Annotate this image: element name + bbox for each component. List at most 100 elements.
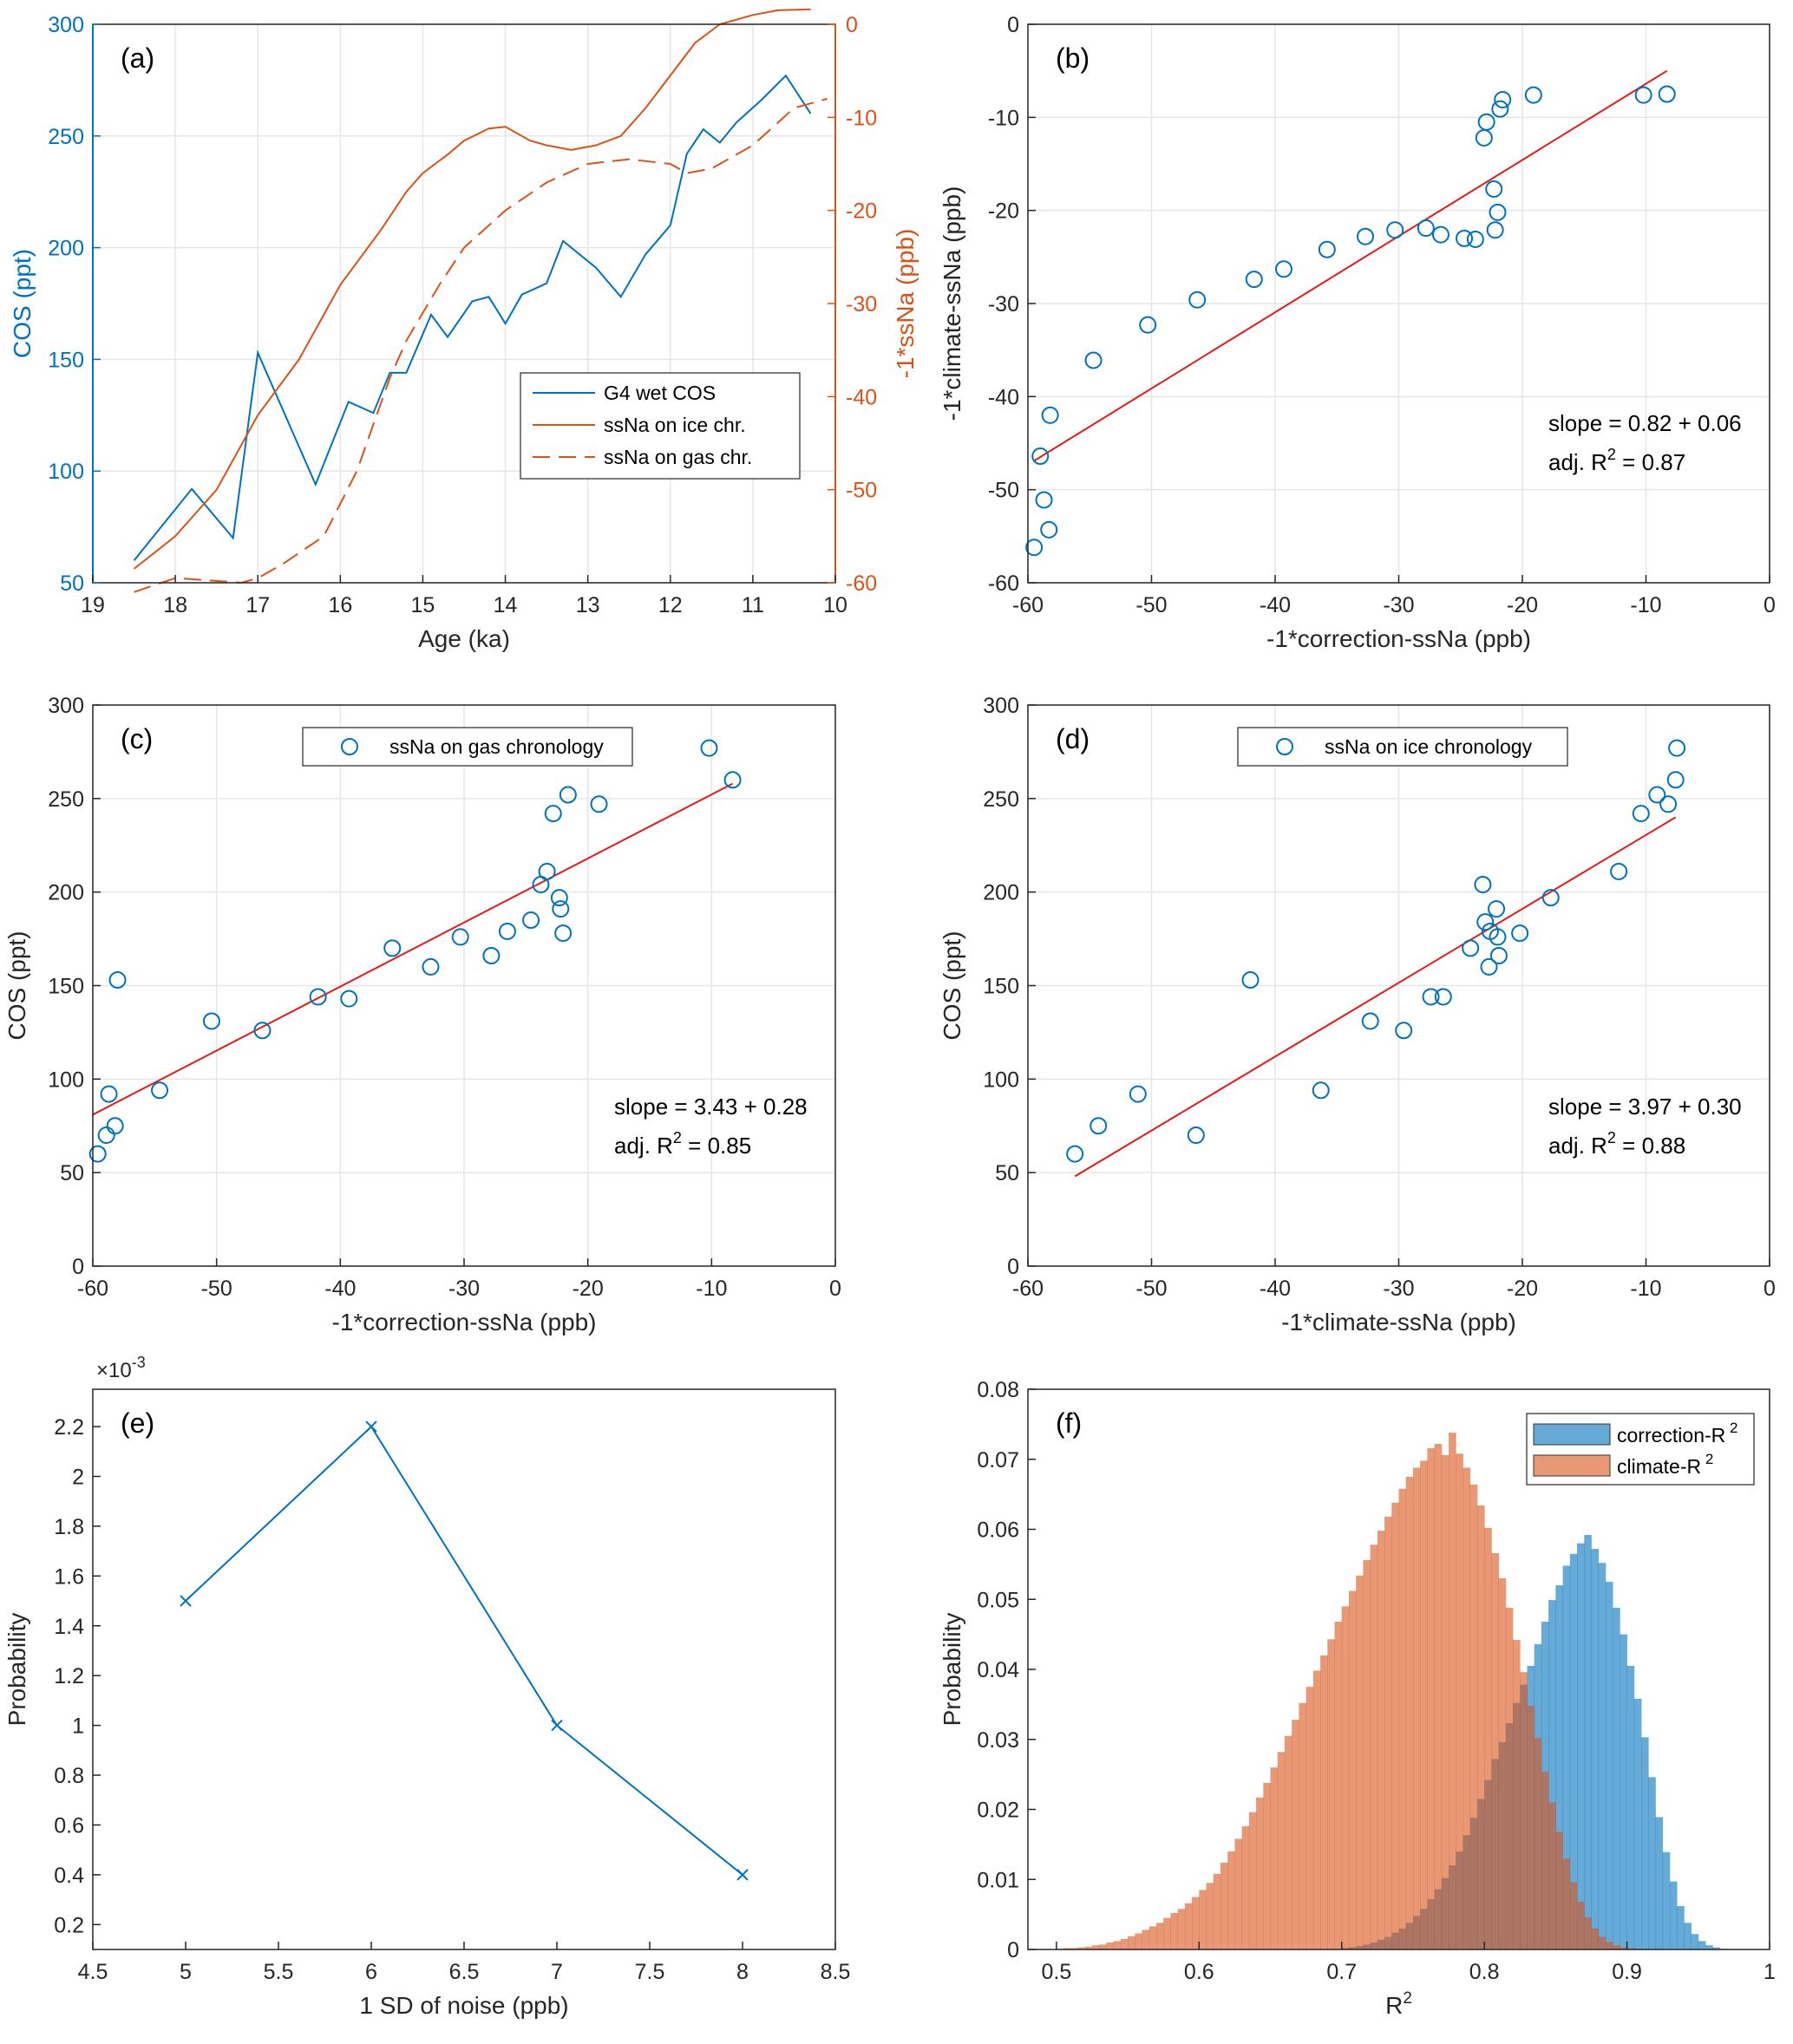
legend-label: ssNa on gas chr. [604,446,752,468]
histogram-bar [1641,1737,1649,1949]
r2-annotation: adj. R2 = 0.88 [1548,1129,1685,1159]
histogram-bar [1405,1476,1414,1949]
data-point [1489,203,1507,221]
r2-annotation-superscript: 2 [673,1129,682,1146]
x-tick-label: 7 [551,1960,563,1984]
series-line [185,1425,743,1876]
x-tick-label: 17 [245,593,270,617]
histogram-bar [1128,1936,1135,1949]
data-point [1040,520,1058,539]
panel-label: (a) [121,42,154,74]
histogram-bar [1148,1926,1157,1949]
y-tick-label: 150 [983,975,1019,999]
histogram-bar [1698,1941,1706,1949]
y-tick-label: 2 [72,1465,84,1489]
histogram-bar [1548,1802,1556,1949]
histogram-bar [1277,1752,1286,1949]
histogram-bar [1391,1502,1399,1949]
x-axis-title: 1 SD of noise (ppb) [359,1992,568,2019]
histogram-bar [1469,1484,1478,1949]
x-tick-label: 6 [365,1960,377,1984]
x-tick-label: 0.6 [1184,1960,1214,1984]
r2-annotation-suffix: = 0.87 [1616,449,1685,475]
x-tick-label: 15 [411,593,435,617]
panels: 19 18 17 16 15 14 13 12 11 1050100150200250300-60… [3,8,1776,2019]
histogram-bar [1341,1606,1350,1949]
histogram-bar [1598,1563,1607,1949]
y-tick-label: 0.07 [977,1448,1019,1473]
y-tick-label: -60 [988,571,1019,596]
histogram-bar [1170,1913,1179,1949]
histogram-bar [1091,1945,1100,1949]
legend: G4 wet COS ssNa on ice chr. ssNa on gas ch… [520,372,801,480]
histogram-bar [1192,1897,1200,1949]
y2-tick-label: -10 [846,106,877,130]
regression-line [92,782,734,1116]
data-point [1188,291,1207,309]
histogram-bar [1327,1639,1335,1949]
data-point [1187,1126,1205,1145]
data-point [1489,928,1507,946]
y-tick-label: 200 [983,881,1019,905]
x-tick-label: -50 [1135,1277,1167,1301]
histogram-bar [1598,1936,1607,1949]
data-point [482,946,501,964]
histogram-bar [1206,1883,1214,1949]
legend: ssNa on ice chronology [1237,727,1568,767]
y-tick-label: 300 [48,694,84,718]
histogram-bar [1712,1947,1720,1949]
x-tick-label: 0 [829,1277,841,1301]
legend-marker [1276,738,1293,755]
series-line-0 [133,74,812,561]
histogram-bar [1677,1905,1685,1949]
r2-annotation-superscript: 2 [1607,1129,1616,1146]
data-point [590,795,608,813]
histogram-bar [1284,1735,1292,1949]
y-tick-label: 0.04 [977,1658,1019,1682]
x-tick-label: 19 [81,593,105,617]
histogram-bar [1577,1902,1585,1949]
data-point [1659,795,1678,813]
series-line-2 [134,97,828,593]
x-marker [551,1719,563,1732]
data-point [498,922,516,940]
data-point [1312,1081,1330,1100]
histogram-bar [1120,1938,1129,1949]
histogram-bar [1356,1575,1364,1949]
y-tick-label: 50 [995,1161,1019,1185]
x-tick-label: -60 [1012,593,1044,617]
data-point [1485,180,1503,198]
y-tick-label: 200 [48,881,84,905]
x-axis-title: -1*correction-ssNa (ppb) [1266,625,1531,652]
legend: ssNa on gas chronology [302,727,633,767]
histogram-bar [1377,1531,1385,1949]
histogram-bar [1370,1544,1378,1949]
y-tick-label: 0.08 [977,1378,1019,1402]
panel-e: 4.5 5 5.5 6 6.5 7 7.5 8 8.5 0.2 0.4 0.6 0.8 1 1.2 1.4 1.… [3,1354,850,2019]
x-marker-stroke [736,1869,749,1881]
histogram-bar [1655,1817,1664,1949]
histogram-bar [1084,1946,1093,1949]
x-tick-label: -10 [1630,593,1661,617]
histogram-bar [1555,1585,1563,1949]
legend-label-superscript: 2 [1725,1420,1737,1436]
panel-a: 19 18 17 16 15 14 13 12 11 10 50 100 150 200 250 300 -60… [9,8,919,652]
x-tick-label: 8.5 [821,1960,851,1984]
legend-label: ssNa on ice chronology [1325,735,1533,758]
data-point [1241,971,1260,989]
data-point [309,988,327,1006]
x-tick-label: -40 [324,1277,356,1301]
r2-annotation-prefix: adj. R [1548,1133,1607,1159]
data-point [253,1022,272,1040]
x-tick-label: 0.8 [1469,1960,1500,1984]
y-tick-label: 250 [48,125,84,149]
histogram-bar [1662,1851,1671,1949]
legend-label: ssNa on gas chronology [389,735,604,758]
histogram-bar [1320,1655,1328,1949]
histogram-bar [1491,1552,1499,1949]
r2-annotation-prefix: adj. R [1548,449,1607,475]
y-tick-label: 0.06 [977,1518,1019,1543]
x-tick-label: 0.9 [1612,1960,1642,1984]
histogram-bar [1648,1777,1656,1949]
y-tick-label: 0.01 [977,1868,1019,1892]
